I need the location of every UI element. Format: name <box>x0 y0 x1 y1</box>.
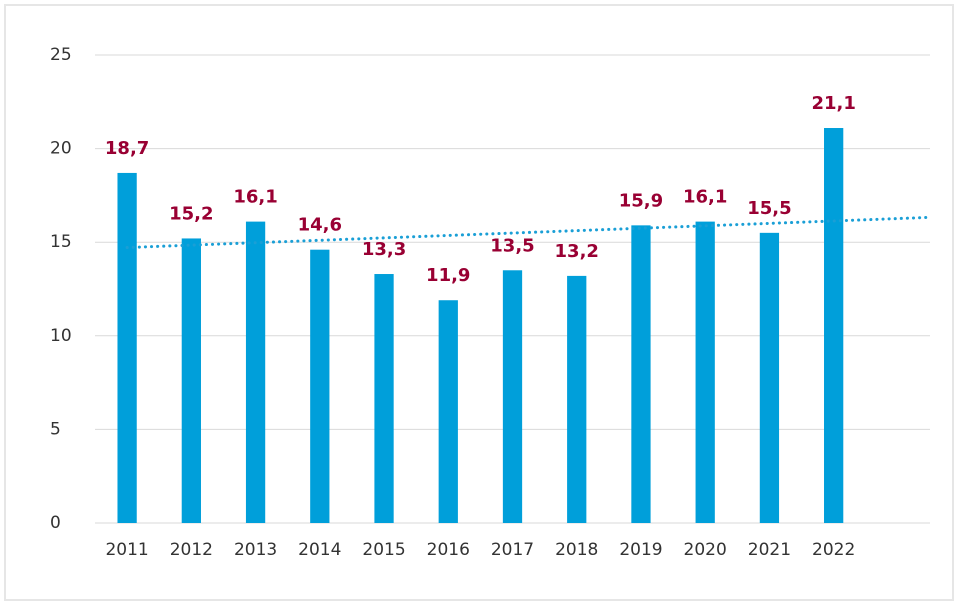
x-tick-label: 2021 <box>748 540 791 560</box>
bar <box>502 270 523 523</box>
x-tick-label: 2016 <box>427 540 470 560</box>
bar <box>310 249 330 524</box>
y-tick-label: 15 <box>50 232 72 252</box>
bar <box>181 238 201 523</box>
y-tick-label: 5 <box>50 419 61 439</box>
x-tick-label: 2018 <box>555 540 598 560</box>
x-tick-label: 2017 <box>491 540 534 560</box>
data-label: 14,6 <box>298 215 342 236</box>
trendline <box>125 215 932 250</box>
x-tick-label: 2020 <box>684 540 727 560</box>
y-tick-label: 20 <box>50 139 72 159</box>
bar <box>245 221 266 523</box>
data-label: 18,7 <box>105 138 149 159</box>
bar <box>567 275 587 523</box>
bar <box>824 128 844 523</box>
y-tick-label: 10 <box>50 326 72 346</box>
data-label: 21,1 <box>811 93 855 114</box>
x-tick-label: 2019 <box>619 540 662 560</box>
bar <box>438 300 458 523</box>
data-label: 15,2 <box>169 203 213 224</box>
bar <box>695 221 715 523</box>
data-label: 11,9 <box>426 265 470 286</box>
bar <box>759 232 780 523</box>
y-tick-label: 25 <box>50 45 72 65</box>
x-tick-label: 2012 <box>170 540 213 560</box>
data-label: 13,5 <box>490 235 534 256</box>
data-label: 15,9 <box>619 190 663 211</box>
bar <box>631 225 651 524</box>
data-label: 15,5 <box>747 198 791 219</box>
x-tick-label: 2022 <box>812 540 855 560</box>
y-tick-label: 0 <box>50 513 61 533</box>
data-label: 13,2 <box>555 241 599 262</box>
x-tick-label: 2014 <box>298 540 341 560</box>
data-label: 16,1 <box>233 187 277 208</box>
data-label: 16,1 <box>683 187 727 208</box>
bar <box>117 172 137 523</box>
x-tick-label: 2015 <box>362 540 405 560</box>
data-label: 13,3 <box>362 239 406 260</box>
chart-frame <box>4 4 954 601</box>
x-tick-label: 2013 <box>234 540 277 560</box>
bar <box>374 274 394 523</box>
x-tick-label: 2011 <box>105 540 148 560</box>
